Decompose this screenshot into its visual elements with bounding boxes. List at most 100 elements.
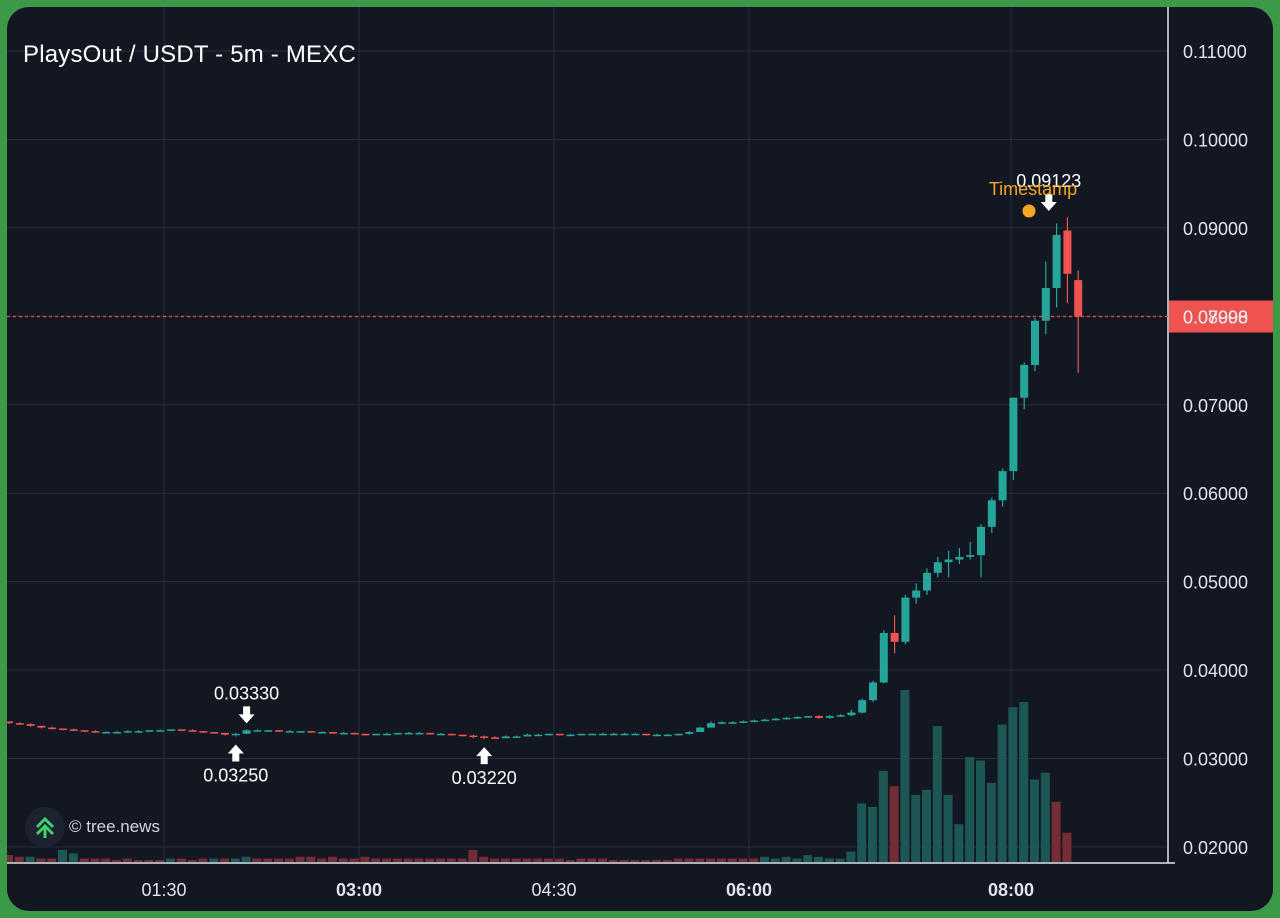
candle-body (987, 500, 996, 527)
arrow-down-icon (238, 706, 255, 724)
candle-body (318, 732, 327, 734)
candle-body (167, 729, 175, 731)
price-annotation-label: 0.03330 (214, 683, 279, 703)
volume-bar (68, 853, 78, 862)
candle-body (231, 733, 240, 736)
candle-body (771, 718, 780, 721)
volume-bar (7, 855, 13, 862)
volume-bar (382, 858, 391, 862)
volume-bar (878, 770, 888, 862)
volume-bar (652, 860, 661, 862)
y-tick-label: 0.06000 (1183, 484, 1248, 504)
candle-body (1009, 397, 1018, 472)
volume-bar (263, 858, 273, 862)
candle-body (955, 556, 964, 560)
y-tick-label: 0.04000 (1183, 661, 1248, 681)
volume-bar (1051, 801, 1061, 862)
volume-bar (749, 858, 759, 862)
volume-bar (230, 858, 240, 862)
volume-bar (706, 858, 715, 862)
volume-bar (576, 858, 586, 862)
candle-body (577, 733, 586, 736)
candle-body (912, 590, 921, 598)
volume-bar (14, 856, 24, 862)
volume-bar (997, 724, 1007, 862)
volume-bar (662, 860, 672, 862)
volume-bar (457, 858, 467, 862)
candle-body (728, 722, 737, 724)
volume-bar (36, 858, 46, 862)
volume-bar (338, 858, 348, 862)
volume-bar (490, 858, 499, 862)
candle-body (1074, 280, 1083, 317)
volume-bar (1040, 772, 1050, 862)
volume-bar (824, 858, 834, 862)
volume-bar (392, 858, 402, 862)
volume-bar (284, 858, 294, 862)
candle-body (545, 733, 553, 736)
candlestick-chart[interactable]: 0.07998 0.11000 0.10000 0.09000 0.08000 0.070… (7, 7, 1273, 911)
candle-body (307, 731, 316, 733)
candle-body (501, 736, 510, 739)
volume-bar (468, 849, 478, 862)
volume-bar (166, 858, 175, 862)
volume-bar (425, 858, 435, 862)
candle-body (588, 733, 597, 736)
y-tick-label: 0.11000 (1183, 42, 1247, 62)
candle-body (188, 730, 197, 732)
candle-body (285, 731, 294, 733)
candle-body (275, 730, 283, 732)
volume-bar (198, 858, 208, 862)
candle-body (977, 526, 985, 556)
candle-body (80, 730, 89, 732)
current-price-label: 0.07998 (1183, 308, 1248, 328)
volume-bar (403, 858, 413, 862)
volume-bar (328, 856, 337, 862)
candle-body (858, 700, 867, 713)
candle-body (393, 732, 402, 735)
volume-bar (835, 858, 845, 862)
volume-bar (155, 860, 165, 862)
candle-body (815, 716, 823, 718)
volume-bar (112, 860, 121, 862)
volume-bar (792, 858, 802, 862)
candle-body (599, 733, 607, 736)
volume-bar (727, 858, 737, 862)
arrow-up-icon (476, 747, 493, 765)
volume-bar (630, 860, 640, 862)
candle-body (620, 733, 629, 736)
volume-bar (1062, 832, 1072, 862)
y-tick-label: 0.02000 (1183, 838, 1248, 858)
volume-bar (954, 824, 964, 862)
volume-bar (619, 860, 629, 862)
price-annotation-label: 0.09123 (1016, 171, 1081, 191)
volume-bar (857, 803, 867, 862)
volume-bar (360, 856, 370, 862)
volume-bar (241, 856, 251, 862)
candle-body (210, 732, 219, 734)
arrow-down-icon (1040, 194, 1057, 212)
candle-body (761, 719, 769, 722)
candle-body (426, 732, 435, 735)
volume-bar (252, 858, 262, 862)
volume-bar (587, 858, 597, 862)
candle-body (847, 712, 856, 716)
y-tick-label: 0.10000 (1183, 130, 1248, 150)
volume-bar (965, 757, 975, 862)
y-tick-label: 0.08000 (1183, 307, 1248, 327)
volume-bar (479, 856, 489, 862)
volume-bar (176, 858, 186, 862)
volume-bar (1030, 779, 1039, 862)
volume-bar (695, 858, 705, 862)
volume-bar (641, 860, 651, 862)
volume-bar (371, 858, 381, 862)
candle-body (869, 682, 877, 701)
candle-body (221, 732, 229, 735)
candle-body (566, 734, 575, 737)
arrow-up-icon (227, 744, 244, 762)
volume-bar (522, 858, 532, 862)
current-price-tag (1169, 300, 1273, 333)
timestamp-marker-dot (1022, 204, 1036, 218)
candle-body (372, 733, 381, 736)
volume-bar (716, 858, 726, 862)
